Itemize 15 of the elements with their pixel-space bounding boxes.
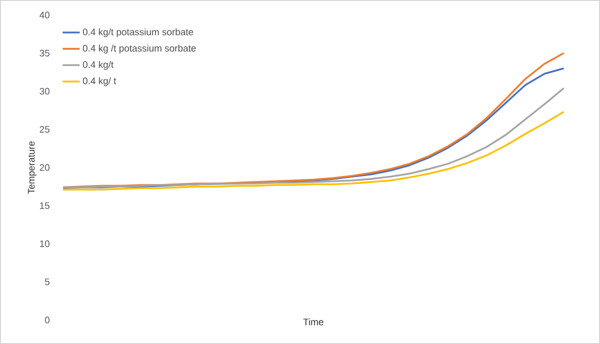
y-axis-title: Temperature — [28, 141, 36, 194]
y-tick-label: 5 — [44, 278, 50, 286]
y-tick-label: 30 — [40, 88, 50, 95]
y-tick-label: 35 — [40, 50, 50, 56]
x-axis-title: Time — [303, 318, 324, 326]
legend-label: 0.4 kg/ t — [82, 77, 116, 86]
y-tick-label: 25 — [40, 126, 50, 133]
y-tick-label: 20 — [40, 164, 50, 171]
legend-label: 0.4 kg/t — [82, 60, 114, 70]
y-tick-label: 15 — [40, 202, 50, 209]
y-tick-label: 40 — [40, 12, 50, 18]
y-tick-label: 0 — [44, 316, 50, 324]
y-tick-label: 10 — [40, 240, 50, 248]
legend-label: 0.4 kg /t potassium sorbate — [82, 44, 196, 54]
legend-label: 0.4 kg/t potassium sorbate — [82, 28, 194, 38]
